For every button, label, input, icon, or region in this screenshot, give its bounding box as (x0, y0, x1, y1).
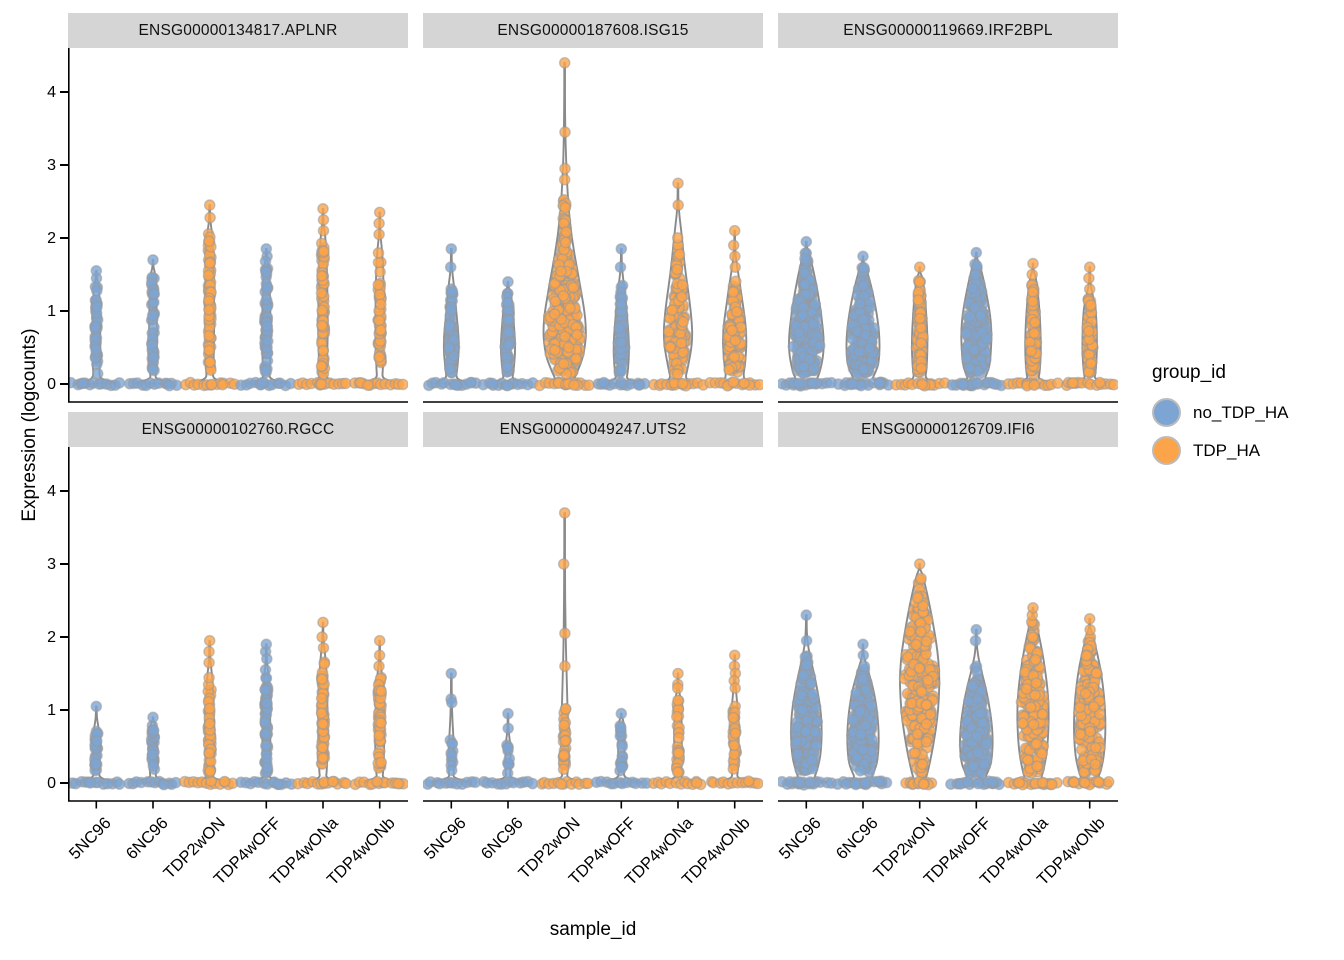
y-tick-mark (60, 782, 68, 784)
violin-TDP4wOFF (592, 243, 651, 392)
tdp-ha-swatch-icon (1152, 436, 1181, 465)
violin-TDP4wONa (292, 202, 352, 391)
violin-TDP2wON (180, 199, 241, 392)
violin-6NC96 (831, 638, 893, 791)
facet-ENSG00000187608.ISG15: ENSG00000187608.ISG15 (423, 13, 763, 412)
violin-TDP4wOFF (590, 707, 653, 790)
y-tick-mark (60, 91, 68, 93)
facet-ENSG00000049247.UTS2: ENSG00000049247.UTS2 (423, 412, 763, 811)
violin-5NC96 (68, 700, 126, 790)
facet-panel (778, 558, 1118, 809)
facet-panel (68, 48, 408, 403)
violin-TDP4wOFF (946, 246, 1008, 392)
y-tick-label: 3 (47, 156, 56, 174)
y-tick-label: 3 (47, 555, 56, 573)
facet-panel (778, 235, 1118, 403)
y-tick-mark (60, 563, 68, 565)
violin-6NC96 (832, 250, 895, 392)
violin-TDP2wON (536, 507, 594, 791)
y-tick-label: 2 (47, 229, 56, 247)
facet-strip: ENSG00000187608.ISG15 (423, 13, 763, 48)
violin-TDP4wOFF (235, 243, 297, 392)
facet-strip: ENSG00000102760.RGCC (68, 412, 408, 447)
violin-TDP4wONa (1002, 257, 1064, 392)
facet-strip: ENSG00000119669.IRF2BPL (778, 13, 1118, 48)
legend-title: group_id (1152, 362, 1226, 383)
violin-TDP4wONb (349, 634, 408, 791)
violin-5NC96 (778, 609, 838, 791)
legend-label: no_TDP_HA (1193, 402, 1289, 422)
violin-TDP4wONb (1060, 261, 1118, 392)
violin-TDP2wON (890, 261, 951, 392)
violin-TDP4wONb (348, 206, 408, 392)
y-tick-mark (60, 237, 68, 239)
violin-TDP4wONa (292, 616, 352, 790)
violin-6NC96 (477, 275, 539, 392)
violin-TDP4wONb (704, 224, 763, 392)
violin-TDP4wONb (705, 649, 763, 790)
violin-5NC96 (423, 243, 482, 392)
y-tick-label: 0 (47, 774, 56, 792)
legend-item-no-tdp-ha: no_TDP_HA (1152, 398, 1288, 427)
y-tick-label: 4 (47, 482, 56, 500)
facet-ENSG00000134817.APLNR: ENSG00000134817.APLNR (68, 13, 408, 412)
facet-ENSG00000102760.RGCC: ENSG00000102760.RGCC (68, 412, 408, 811)
violin-TDP4wONa (1002, 601, 1063, 791)
violin-5NC96 (68, 264, 126, 392)
facet-strip: ENSG00000126709.IFI6 (778, 412, 1118, 447)
y-tick-mark (60, 636, 68, 638)
y-tick-mark (60, 310, 68, 312)
facet-ENSG00000126709.IFI6: ENSG00000126709.IFI6 (778, 412, 1118, 811)
violin-TDP2wON (179, 634, 239, 791)
violin-5NC96 (423, 667, 482, 790)
y-axis-title: Expression (logcounts) (19, 328, 40, 522)
violin-6NC96 (123, 711, 182, 791)
y-tick-mark (60, 383, 68, 385)
y-tick-mark (60, 490, 68, 492)
facet-panel (68, 447, 408, 809)
violin-TDP4wONb (1062, 612, 1115, 791)
x-axis-title: sample_id (549, 919, 637, 940)
y-tick-label: 1 (47, 701, 56, 719)
no-tdp-ha-swatch-icon (1152, 398, 1181, 427)
legend-item-tdp-ha: TDP_HA (1152, 436, 1288, 465)
facet-strip: ENSG00000049247.UTS2 (423, 412, 763, 447)
violin-TDP4wONa (647, 667, 707, 791)
facet-ENSG00000119669.IRF2BPL: ENSG00000119669.IRF2BPL (778, 13, 1118, 412)
facet-panel (423, 507, 763, 809)
y-tick-mark (60, 709, 68, 711)
y-tick-label: 4 (47, 83, 56, 101)
y-tick-label: 1 (47, 302, 56, 320)
legend-label: TDP_HA (1193, 440, 1261, 460)
violin-TDP2wON (898, 558, 941, 791)
violin-TDP2wON (533, 57, 595, 392)
y-tick-mark (60, 164, 68, 166)
violin-TDP4wOFF (945, 623, 1005, 791)
y-tick-label: 0 (47, 375, 56, 393)
facet-strip: ENSG00000134817.APLNR (68, 13, 408, 48)
violin-5NC96 (778, 235, 838, 392)
violin-TDP4wONa (648, 177, 710, 392)
violin-TDP4wOFF (235, 638, 298, 791)
legend: group_id no_TDP_HA TDP_HA (1152, 362, 1288, 474)
violin-6NC96 (123, 254, 183, 392)
violin-6NC96 (478, 707, 539, 791)
facet-panel (423, 57, 763, 403)
y-tick-label: 2 (47, 628, 56, 646)
